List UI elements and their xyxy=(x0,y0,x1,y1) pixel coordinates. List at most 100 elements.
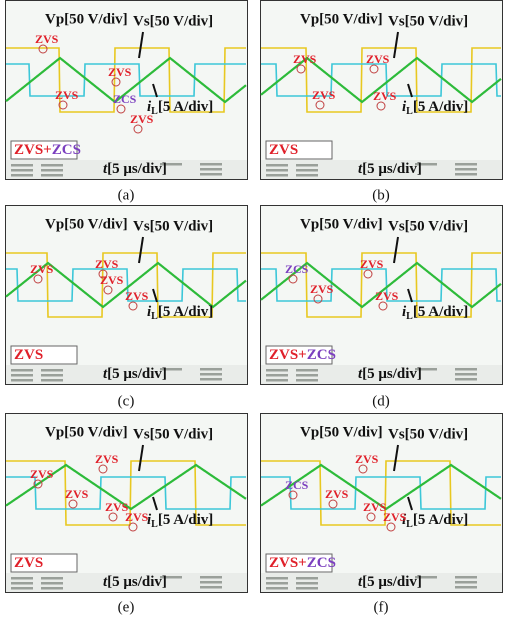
status-text-block xyxy=(200,168,222,171)
status-text-block xyxy=(296,587,318,590)
vs-label: Vs[50 V/div] xyxy=(133,13,213,29)
annotation: ZVS xyxy=(65,487,89,501)
status-text-block xyxy=(200,581,222,584)
il-unit: [5 A/div] xyxy=(413,99,468,115)
status-text-block xyxy=(200,368,222,371)
annotation: ZVS xyxy=(355,452,379,466)
status-text-block xyxy=(455,173,477,176)
caption: (f) xyxy=(374,599,389,615)
mode-part: ZVS+ xyxy=(269,555,307,571)
status-text-block xyxy=(455,163,477,166)
mode-part: ZVS xyxy=(14,555,43,571)
il-label: iL[5 A/div] xyxy=(402,512,468,530)
figure: Vp[50 V/div] Vs[50 V/div] iL[5 A/div] t[5 μ… xyxy=(0,0,509,621)
time-label: t[5 μs/div] xyxy=(358,574,422,590)
status-text-block xyxy=(296,164,318,167)
mode-label: ZVS xyxy=(269,142,298,158)
scope-panel: Vp[50 V/div]Vs[50 V/div]iL[5 A/div]t[5 μ… xyxy=(6,1,248,180)
time-label: t[5 μs/div] xyxy=(103,366,167,382)
status-text-block xyxy=(266,379,288,382)
status-text-block xyxy=(455,378,477,381)
vs-label: Vs[50 V/div] xyxy=(133,218,213,234)
status-text-block xyxy=(296,169,318,172)
vs-label: Vs[50 V/div] xyxy=(388,218,468,234)
time-label: t[5 μs/div] xyxy=(358,161,422,177)
status-text-block xyxy=(41,369,63,372)
annotation: ZVS xyxy=(55,88,79,102)
status-text-block xyxy=(11,169,33,172)
status-text-block xyxy=(11,587,33,590)
caption: (a) xyxy=(118,187,135,203)
status-text-block xyxy=(41,582,63,585)
annotation: ZVS xyxy=(35,32,59,46)
status-text-block xyxy=(11,582,33,585)
caption: (e) xyxy=(118,599,135,615)
vp-label: Vp[50 V/div] xyxy=(45,424,128,440)
vp-label: Vp[50 V/div] xyxy=(45,11,128,27)
time-unit: [5 μs/div] xyxy=(362,574,422,590)
vs-label: Vs[50 V/div] xyxy=(388,13,468,29)
status-text-block xyxy=(200,163,222,166)
scope-panel: Vp[50 V/div]Vs[50 V/div]iL[5 A/div]t[5 μ… xyxy=(261,206,503,385)
status-text-block xyxy=(200,576,222,579)
status-text-block xyxy=(41,379,63,382)
mode-label: ZVS+ZCS xyxy=(269,555,336,571)
status-text-block xyxy=(266,369,288,372)
scope-panel: Vp[50 V/div] Vs[50 V/div] iL[5 A/div] t[5 μ… xyxy=(261,414,503,593)
vp-label: Vp[50 V/div] xyxy=(300,424,383,440)
scope-panel: Vp[50 V/div] Vs[50 V/div] iL[5 A/div] t[5 μ… xyxy=(6,414,248,593)
annotation: ZVS xyxy=(130,112,154,126)
il-unit: [5 A/div] xyxy=(158,512,213,528)
annotation: ZCS xyxy=(285,262,309,276)
annotation: ZVS xyxy=(310,282,334,296)
annotation: ZVS xyxy=(366,52,390,66)
annotation: ZVS xyxy=(312,88,336,102)
status-text-block xyxy=(200,586,222,589)
status-text-block xyxy=(200,378,222,381)
status-text-block xyxy=(296,577,318,580)
time-label: t[5 μs/div] xyxy=(103,574,167,590)
status-text-block xyxy=(455,576,477,579)
annotation: ZVS xyxy=(373,89,397,103)
caption: (c) xyxy=(118,393,135,409)
annotation: ZVS xyxy=(375,289,399,303)
annotation: ZVS xyxy=(293,52,317,66)
status-text-block xyxy=(455,168,477,171)
annotation: ZVS xyxy=(30,467,54,481)
status-text-block xyxy=(41,374,63,377)
status-text-block xyxy=(11,379,33,382)
il-label: iL[5 A/div] xyxy=(147,512,213,530)
annotation: ZVS xyxy=(360,257,384,271)
vs-label: Vs[50 V/div] xyxy=(133,426,213,442)
time-label: t[5 μs/div] xyxy=(103,161,167,177)
status-text-block xyxy=(455,368,477,371)
annotation: ZVS xyxy=(95,452,119,466)
il-unit: [5 A/div] xyxy=(158,99,213,115)
status-text-block xyxy=(266,174,288,177)
annotation: ZVS xyxy=(383,510,407,524)
mode-part: ZCS xyxy=(52,142,81,158)
status-text-block xyxy=(41,174,63,177)
time-unit: [5 μs/div] xyxy=(107,574,167,590)
mode-part: ZVS xyxy=(14,347,43,363)
time-unit: [5 μs/div] xyxy=(362,161,422,177)
status-text-block xyxy=(266,169,288,172)
status-text-block xyxy=(41,577,63,580)
time-unit: [5 μs/div] xyxy=(362,366,422,382)
il-unit: [5 A/div] xyxy=(413,304,468,320)
status-text-block xyxy=(296,374,318,377)
status-text-block xyxy=(41,164,63,167)
il-unit: [5 A/div] xyxy=(413,512,468,528)
scope-panel: Vp[50 V/div]Vs[50 V/div]iL[5 A/div]t[5 μ… xyxy=(6,206,248,385)
status-text-block xyxy=(200,173,222,176)
annotation: ZVS xyxy=(325,487,349,501)
status-text-block xyxy=(11,174,33,177)
status-text-block xyxy=(200,373,222,376)
vs-label: Vs[50 V/div] xyxy=(388,426,468,442)
il-unit: [5 A/div] xyxy=(158,304,213,320)
vp-label: Vp[50 V/div] xyxy=(300,11,383,27)
annotation: ZCS xyxy=(285,478,309,492)
mode-label: ZVS+ZCS xyxy=(269,347,336,363)
status-text-block xyxy=(11,369,33,372)
time-unit: [5 μs/div] xyxy=(107,161,167,177)
